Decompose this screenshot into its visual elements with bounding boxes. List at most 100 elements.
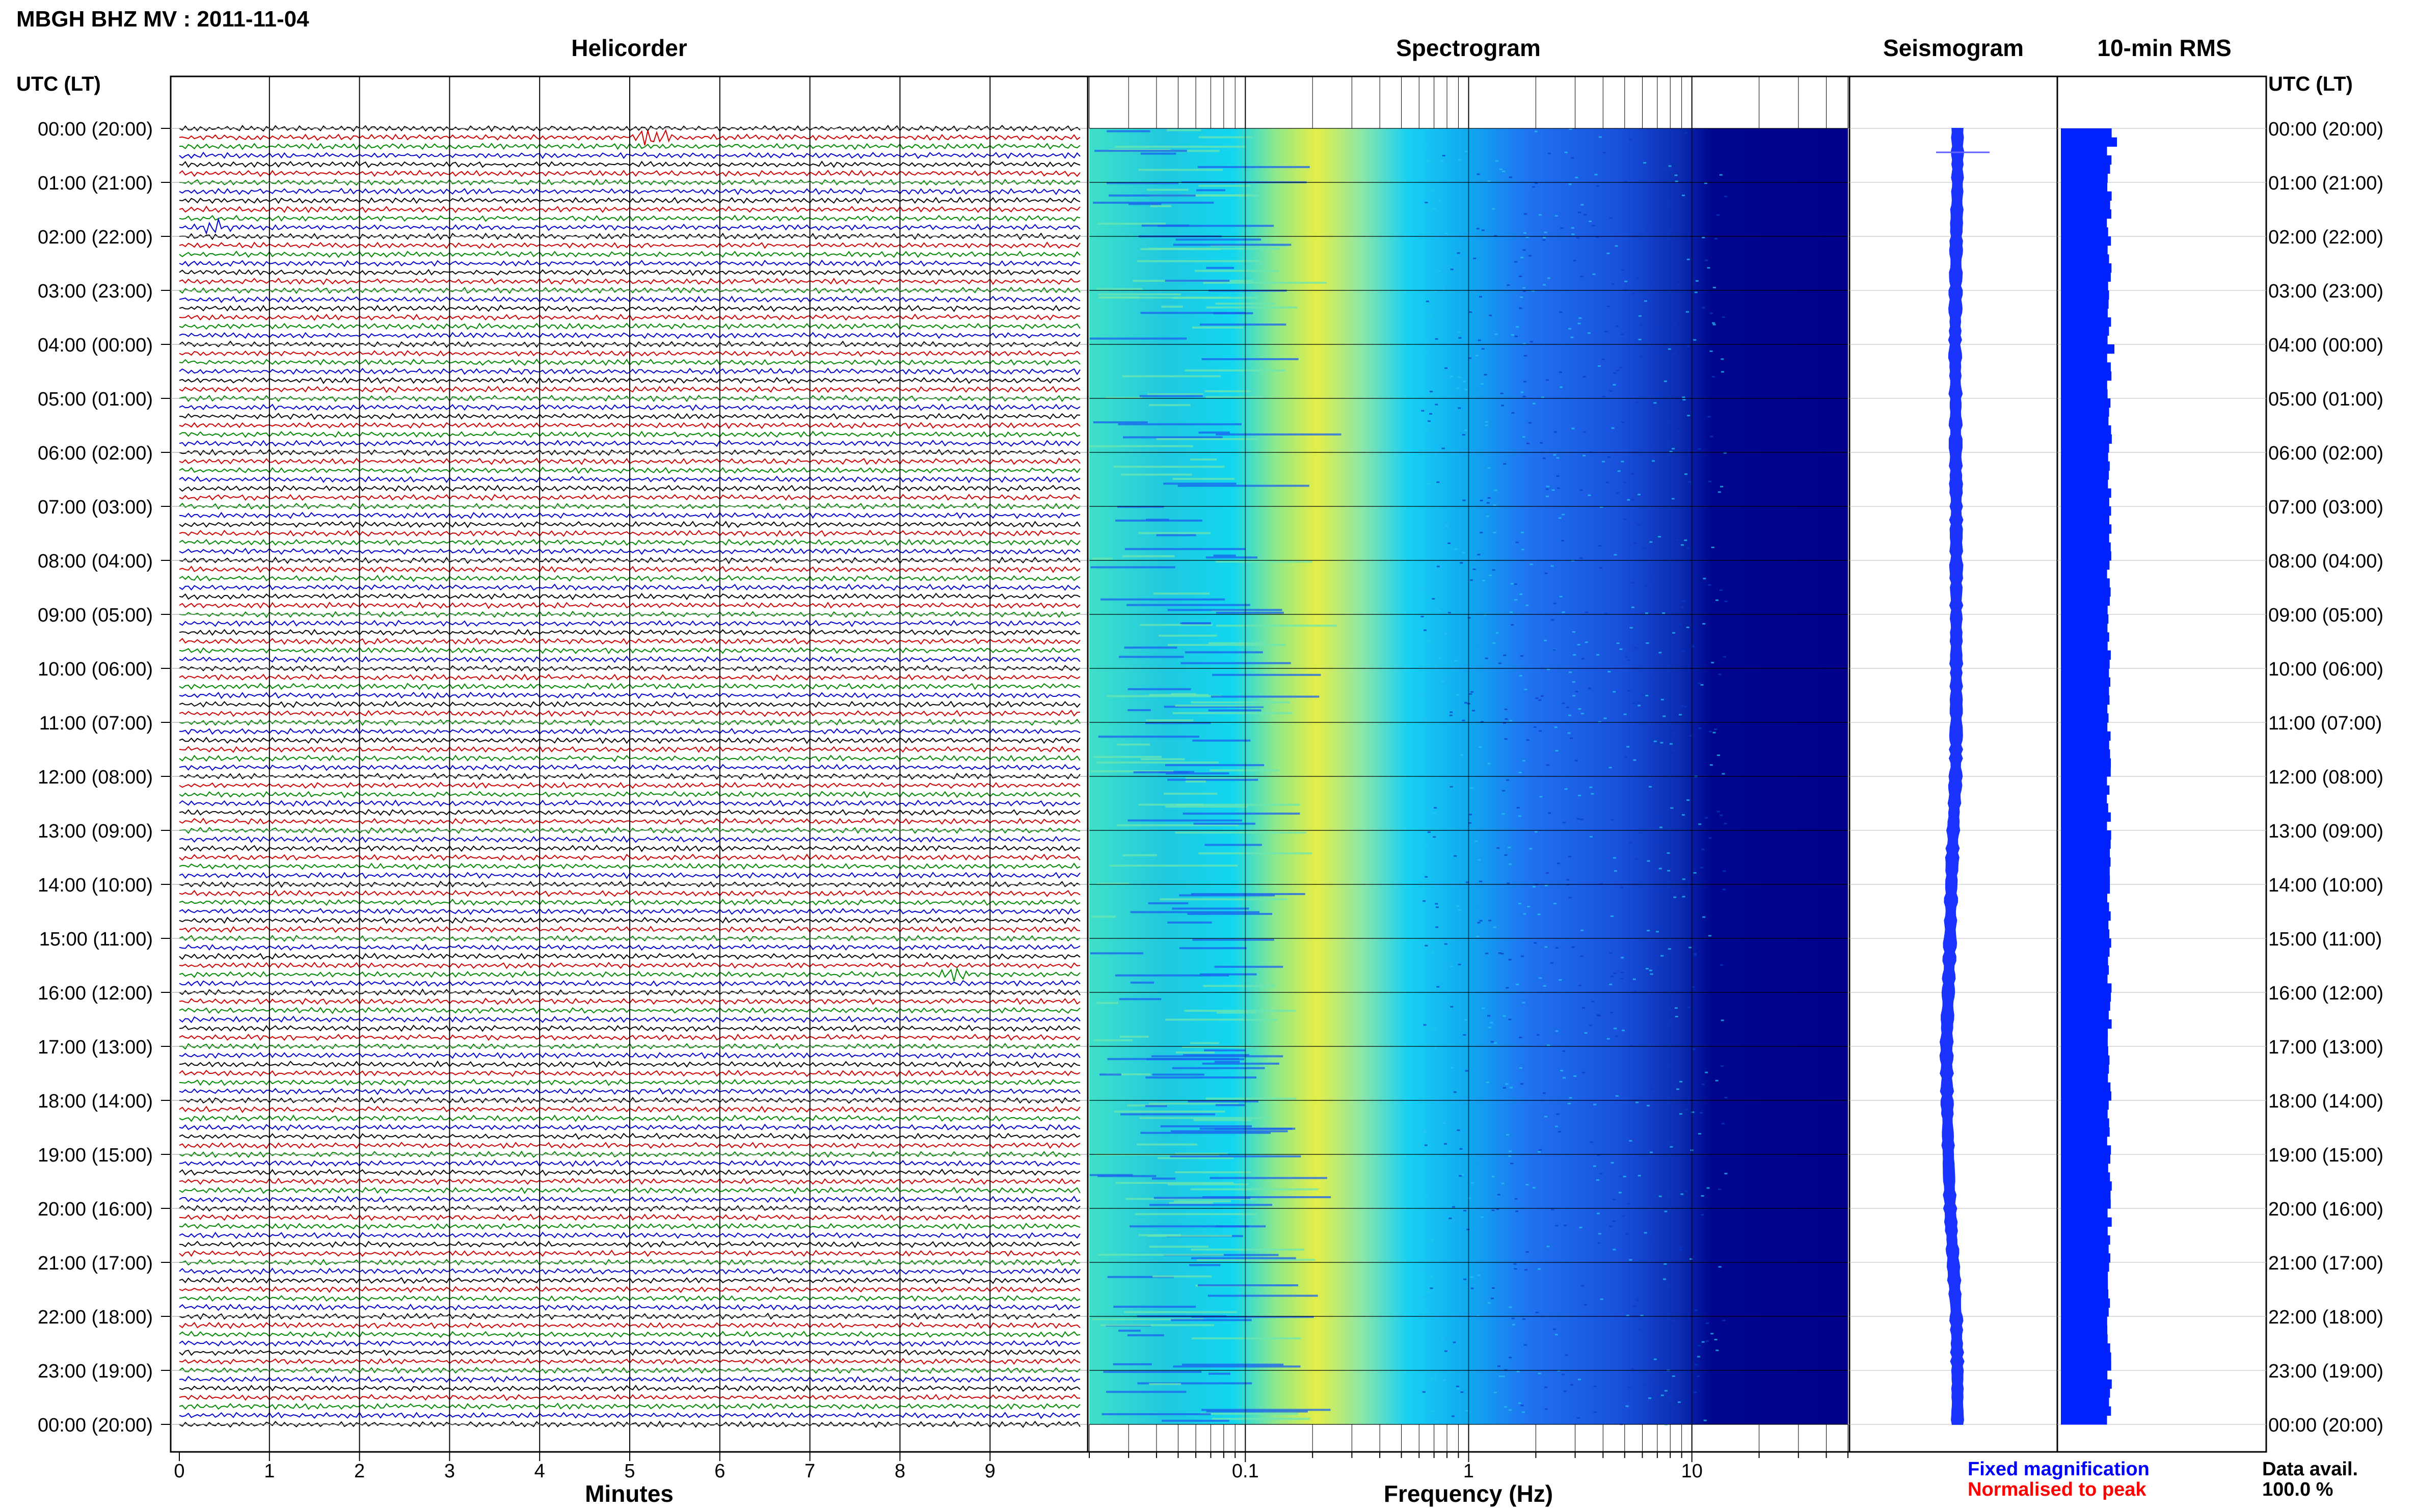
spectrogram-band: [1098, 296, 1139, 299]
spectrogram-speckle: [1645, 694, 1649, 696]
spectrogram-speckle: [1704, 182, 1707, 184]
spectrogram-speckle: [1700, 1112, 1703, 1114]
spectrogram-band: [1103, 1371, 1202, 1373]
time-label-right: 21:00 (17:00): [2268, 1253, 2383, 1274]
spectrogram-speckle: [1465, 1070, 1468, 1072]
spectrogram-band: [1092, 557, 1113, 560]
spectrogram-speckle: [1613, 857, 1616, 859]
spectrogram-speckle: [1470, 1287, 1474, 1289]
spectrogram-band: [1198, 852, 1312, 855]
spectrogram-band: [1192, 739, 1251, 742]
spectrogram-speckle: [1634, 990, 1637, 992]
time-label-right: 18:00 (14:00): [2268, 1091, 2383, 1112]
spectrogram-speckle: [1625, 656, 1628, 658]
spectrogram-speckle: [1656, 394, 1660, 396]
spectrogram-speckle: [1555, 750, 1559, 752]
spectrogram-speckle: [1684, 132, 1687, 134]
spectrogram-speckle: [1570, 1384, 1573, 1386]
spectrogram-speckle: [1518, 276, 1522, 277]
spectrogram-band: [1175, 705, 1268, 707]
spectrogram-speckle: [1519, 1067, 1522, 1069]
rms-bar: [2061, 173, 2108, 183]
spectrogram-speckle: [1676, 1088, 1679, 1090]
spectrogram-speckle: [1584, 214, 1587, 216]
spectrogram-speckle: [1627, 659, 1630, 661]
rms-bar: [2061, 668, 2109, 678]
spectrogram-band: [1146, 719, 1194, 722]
spectrogram-speckle: [1514, 599, 1518, 601]
spectrogram-speckle: [1706, 1322, 1709, 1324]
spectrogram-speckle: [1686, 627, 1689, 628]
spectrogram-speckle: [1580, 276, 1584, 278]
spectrogram-speckle: [1560, 1070, 1563, 1072]
spectrogram-speckle: [1680, 705, 1684, 707]
spectrogram-speckle: [1653, 1358, 1657, 1360]
spectrogram-speckle: [1481, 1216, 1484, 1218]
spectrogram-speckle: [1427, 160, 1430, 163]
spectrogram-band: [1130, 911, 1259, 913]
spectrogram-speckle: [1637, 702, 1641, 704]
rms-bar: [2061, 704, 2108, 714]
spectrogram-speckle: [1435, 338, 1438, 340]
spectrogram-speckle: [1606, 1038, 1610, 1040]
spectrogram-speckle: [1516, 984, 1519, 985]
rms-bar: [2061, 1064, 2109, 1074]
spectrogram-speckle: [1649, 786, 1652, 788]
rms-bar: [2061, 245, 2108, 255]
spectrogram-speckle: [1504, 854, 1508, 856]
spectrogram-speckle: [1658, 1195, 1662, 1197]
rms-bar: [2061, 560, 2110, 570]
spectrogram-speckle: [1479, 880, 1483, 882]
spectrogram-band: [1098, 736, 1199, 738]
spectrogram-speckle: [1502, 790, 1506, 792]
spectrogram-speckle: [1519, 593, 1523, 595]
spectrogram-speckle: [1675, 1016, 1678, 1017]
rms-bar: [2061, 344, 2114, 354]
spectrogram-band: [1093, 755, 1162, 758]
spectrogram-speckle: [1671, 1141, 1674, 1143]
spectrogram-speckle: [1617, 470, 1621, 472]
spectrogram-speckle: [1689, 735, 1692, 737]
spectrogram-band: [1206, 1410, 1308, 1413]
spectrogram-speckle: [1668, 948, 1671, 950]
spectrogram-speckle: [1522, 343, 1526, 345]
rms-bar: [2061, 308, 2108, 318]
spectrogram-speckle: [1571, 946, 1575, 948]
spectrogram-band: [1115, 146, 1246, 148]
spectrogram-speckle: [1593, 1385, 1597, 1387]
rms-bar: [2061, 641, 2108, 651]
spectrogram-band: [1149, 1246, 1209, 1248]
rms-bar: [2061, 389, 2108, 399]
time-label-right: 11:00 (07:00): [2268, 713, 2382, 734]
spectrogram-speckle: [1521, 549, 1524, 551]
rms-bar: [2061, 947, 2110, 957]
spectrogram-speckle: [1609, 1225, 1613, 1227]
spectrogram-band: [1193, 822, 1255, 825]
spectrogram-speckle: [1684, 706, 1687, 708]
rms-bar: [2061, 191, 2112, 201]
rms-bar: [2061, 236, 2111, 246]
spectrogram-speckle: [1551, 489, 1555, 491]
spectrogram-speckle: [1581, 1285, 1584, 1287]
spectrogram-speckle: [1702, 916, 1706, 918]
rms-bar: [2061, 1109, 2108, 1119]
spectrogram-band: [1172, 478, 1235, 480]
spectrogram-speckle: [1525, 604, 1529, 606]
rms-bar: [2061, 1172, 2110, 1182]
spectrogram-speckle: [1581, 1007, 1585, 1009]
rms-bar: [2061, 281, 2108, 291]
spectrogram-band: [1139, 1117, 1271, 1119]
spectrogram-speckle: [1528, 422, 1532, 424]
spectrogram-speckle: [1682, 600, 1685, 602]
spectrogram-speckle: [1503, 722, 1506, 724]
spectrogram-speckle: [1495, 632, 1499, 634]
spectrogram-band: [1127, 1334, 1164, 1337]
spectrogram-speckle: [1613, 1199, 1616, 1200]
spectrogram-speckle: [1589, 1024, 1593, 1027]
spectrogram-speckle: [1473, 257, 1477, 259]
time-label-left: 14:00 (10:00): [38, 875, 153, 896]
spectrogram-speckle: [1680, 544, 1684, 546]
spectrogram-speckle: [1592, 273, 1596, 275]
rms-bar: [2061, 353, 2107, 363]
spectrogram-band: [1152, 1275, 1212, 1278]
